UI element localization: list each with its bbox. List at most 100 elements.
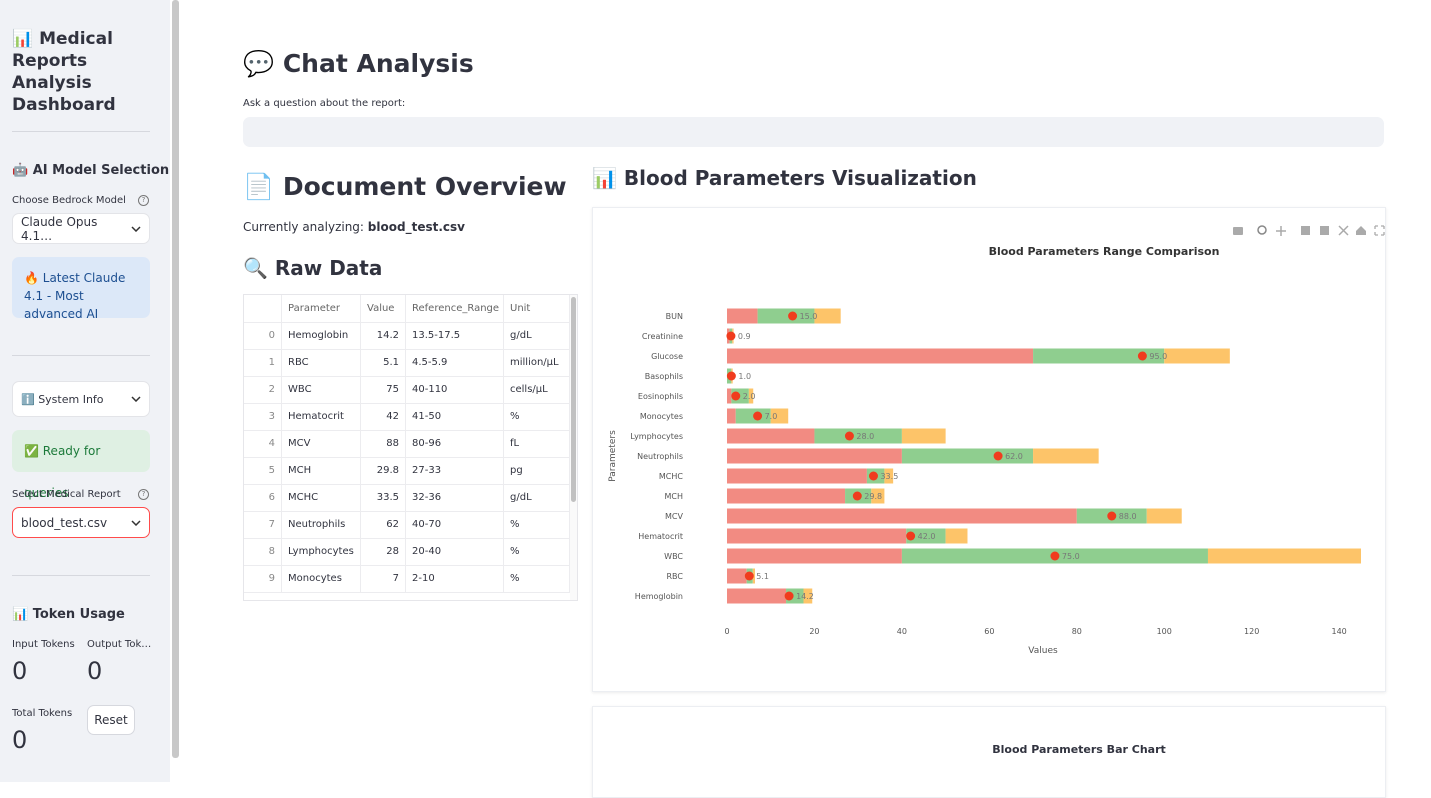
sidebar-title: 📊 Medical Reports Analysis Dashboard [12, 29, 116, 115]
table-cell: 42 [361, 403, 406, 430]
table-row: 2 WBC 75 40-110 cells/µL [244, 376, 570, 404]
bar-segment [727, 448, 902, 464]
toolbar-icon[interactable] [1257, 225, 1267, 235]
toolbar-icon[interactable] [1233, 227, 1243, 235]
table-cell: 40-110 [406, 376, 504, 403]
table-cell: 13.5-17.5 [406, 322, 504, 349]
page: 📊 Medical Reports Analysis Dashboard 🤖 A… [0, 0, 1386, 798]
chevron [131, 519, 141, 526]
bar-segment [884, 468, 894, 484]
table-cell: 80-96 [406, 430, 504, 457]
metric-value: 0 [12, 726, 28, 754]
bar-segment [1146, 508, 1182, 524]
table-cell: 5.1 [361, 349, 406, 376]
toolbar-icon[interactable] [1374, 225, 1385, 236]
table-cell: 2-10 [406, 565, 504, 592]
analyzing-label: Currently analyzing: [243, 220, 364, 234]
bar-segment [727, 588, 787, 604]
metric-label: Total Tokens [12, 708, 73, 719]
y-tick-label: Eosinophils [638, 392, 683, 401]
field-label: Choose Bedrock Model [12, 195, 126, 206]
scrollbar [172, 0, 179, 758]
value-marker [906, 531, 916, 541]
toolbar-icon[interactable] [1320, 226, 1329, 235]
table-cell: MCV [282, 430, 361, 457]
table-cell: 2 [244, 376, 282, 403]
sidebar: 📊 Medical Reports Analysis Dashboard 🤖 A… [0, 0, 170, 782]
value-label: 88.0 [1119, 512, 1137, 521]
value-marker [1137, 351, 1147, 361]
x-tick-label: 120 [1244, 627, 1259, 636]
bar-segment [770, 408, 789, 424]
y-tick-label: RBC [667, 572, 684, 581]
x-tick-label: 100 [1157, 627, 1172, 636]
value-label: 62.0 [1005, 452, 1023, 461]
page-heading: 💬 Chat Analysis [243, 49, 474, 78]
bar-segment [727, 528, 907, 544]
bar-segment [727, 348, 1034, 364]
table-cell: 4 [244, 430, 282, 457]
bar-segment [757, 308, 815, 324]
y-tick-label: BUN [666, 312, 683, 321]
value-label: 95.0 [1149, 352, 1167, 361]
value-label: 0.9 [738, 332, 751, 341]
reset-button[interactable]: Reset [87, 705, 135, 735]
bar-segment [814, 428, 902, 444]
header-cell: Parameter [282, 295, 361, 322]
table-row: 9 Monocytes 7 2-10% [244, 565, 570, 593]
help-icon[interactable]: ? [138, 195, 149, 206]
divider [12, 131, 150, 132]
select-value: Claude Opus 4.1… [21, 214, 98, 243]
y-tick-label: Hematocrit [638, 532, 683, 541]
metric-value: 0 [87, 657, 103, 685]
help-icon[interactable]: ? [138, 489, 149, 500]
toolbar-icon[interactable] [1338, 225, 1349, 236]
bar-segment [945, 528, 968, 544]
table-row: 3 Hematocrit 42 41-50% [244, 403, 570, 431]
table-cell: % [504, 511, 570, 538]
chart-card: Blood Parameters Range Comparison Paramet… [592, 207, 1386, 692]
table-cell: pg [504, 457, 570, 484]
table-cell: 29.8 [361, 457, 406, 484]
bar-segment [727, 568, 747, 584]
data-table[interactable]: Parameter Value Reference_Range Unit 0 Hemogl… [243, 294, 578, 601]
table-scroll-track [570, 295, 577, 600]
chat-input[interactable] [243, 117, 1384, 147]
table-cell: million/µL [504, 349, 570, 376]
analyzing-line: Currently analyzing: blood_test.csv [243, 220, 465, 234]
model-select[interactable]: Claude Opus 4.1… [12, 213, 150, 244]
value-marker [993, 451, 1003, 461]
bar-segment [871, 488, 885, 504]
toolbar-icon[interactable] [1301, 226, 1310, 235]
system-info-expander[interactable]: ℹ️ System Info [12, 381, 150, 417]
value-label: 1.0 [738, 372, 751, 381]
section-heading: 📊 Blood Parameters Visualization [592, 166, 977, 190]
report-select[interactable]: blood_test.csv [12, 507, 150, 538]
y-tick-label: Monocytes [640, 412, 683, 421]
table-cell: g/dL [504, 484, 570, 511]
toolbar-icon[interactable] [1356, 226, 1366, 235]
chart-toolbar[interactable] [1233, 225, 1385, 236]
table-cell: g/dL [504, 322, 570, 349]
value-marker [744, 571, 754, 581]
table-cell: Monocytes [282, 565, 361, 592]
y-tick-label: Hemoglobin [635, 592, 683, 601]
bar-segment [906, 528, 946, 544]
bar-segment [1164, 348, 1230, 364]
header-cell: Unit [504, 295, 570, 322]
chart-title: Blood Parameters Bar Chart [992, 743, 1166, 756]
value-label: 28.0 [856, 432, 874, 441]
y-tick-label: Glucose [651, 352, 683, 361]
select-value: blood_test.csv [21, 515, 108, 530]
bar-segment [752, 568, 755, 584]
toolbar-icon[interactable] [1276, 226, 1286, 236]
table-cell: 9 [244, 565, 282, 592]
metric-value: 0 [12, 657, 28, 685]
bar-segment [727, 428, 815, 444]
table-cell: 8 [244, 538, 282, 565]
bar-segment [1033, 448, 1099, 464]
y-tick-label: MCHC [659, 472, 684, 481]
table-cell: % [504, 565, 570, 592]
table-cell: 32-36 [406, 484, 504, 511]
table-cell: 7 [244, 511, 282, 538]
